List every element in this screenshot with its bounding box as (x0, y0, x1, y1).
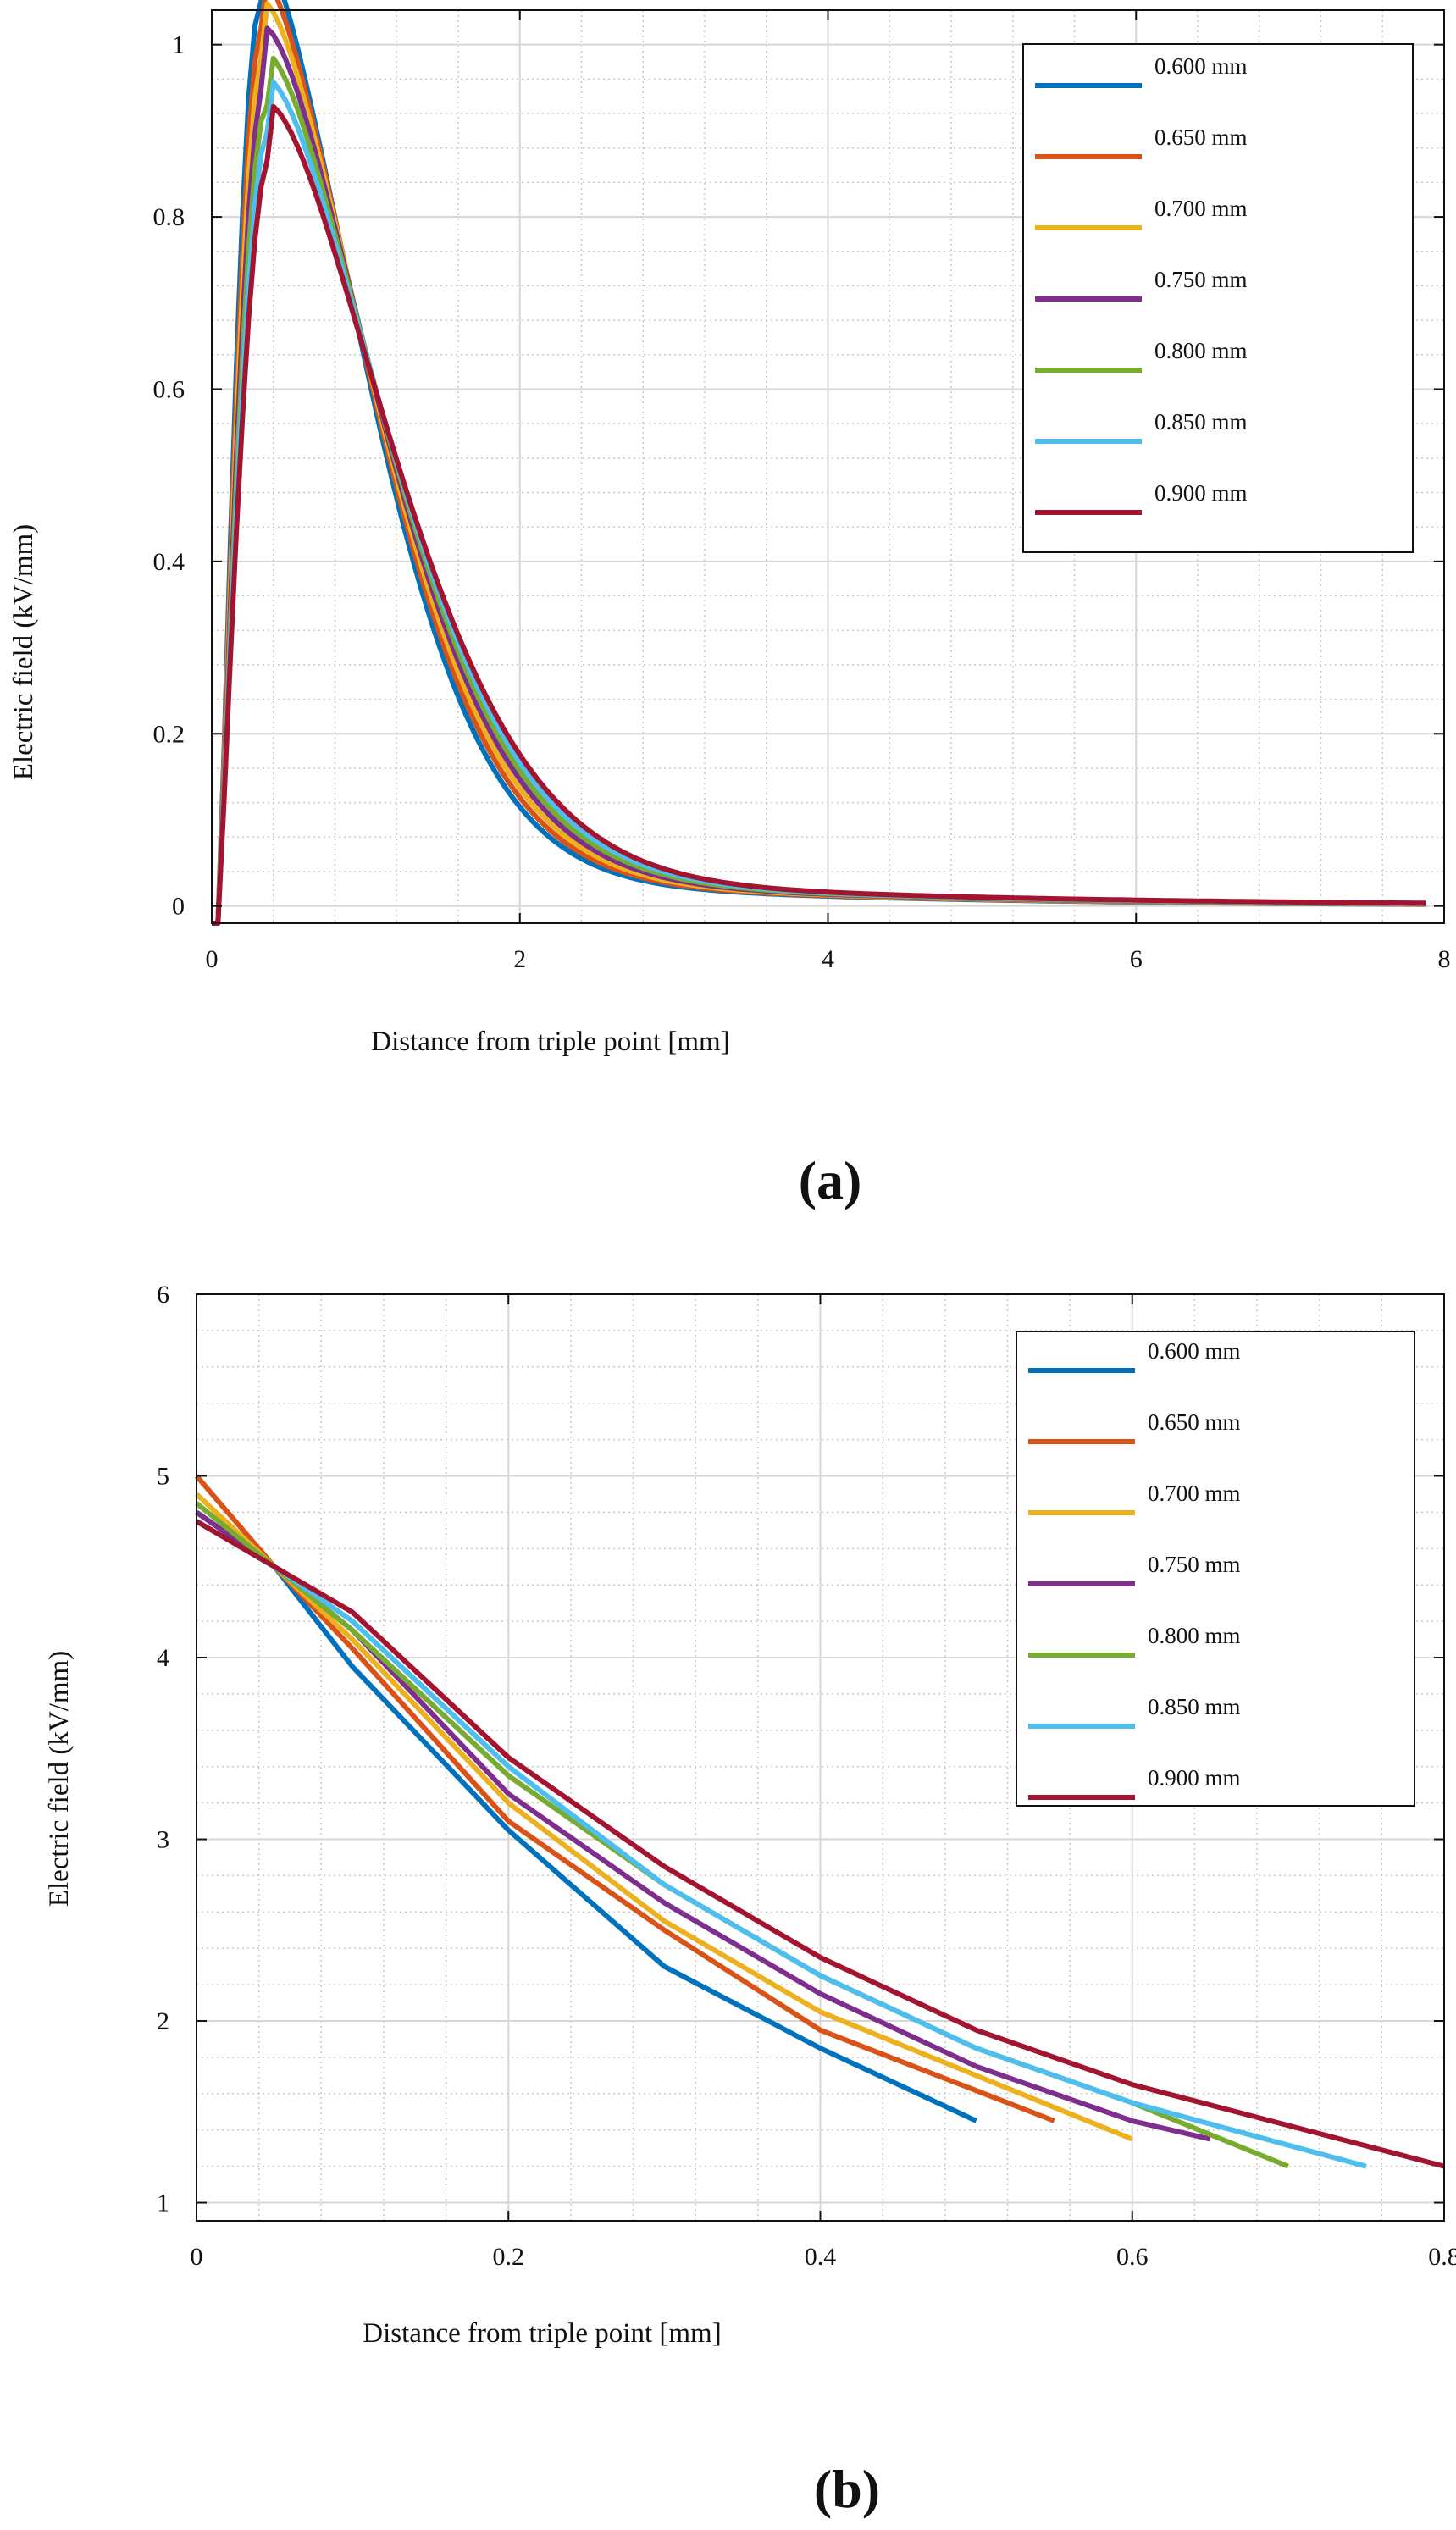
chart-a-svg: 0 2 4 6 8 0 0.2 0.4 0.6 0.8 1 Distance from triple… (8, 0, 1451, 1210)
legend-label: 0.600 mm (1148, 1338, 1241, 1364)
y-tick-label: 0.8 (153, 203, 185, 231)
legend-label: 0.750 mm (1148, 1552, 1241, 1577)
chart-b-legend: 0.600 mm 0.650 mm 0.700 mm 0.750 mm 0.800 mm… (1016, 1331, 1415, 1807)
legend-label: 0.850 mm (1154, 409, 1248, 435)
y-tick-label: 4 (157, 1644, 169, 1672)
x-tick-label: 2 (513, 945, 526, 973)
y-tick-label: 3 (157, 1826, 169, 1854)
y-tick-label: 1 (172, 31, 185, 59)
x-tick-label: 0.2 (493, 2243, 525, 2271)
series-line-0700 (194, 1492, 1133, 2142)
y-tick-label: 0.6 (153, 375, 185, 403)
x-tick-label: 0 (206, 945, 219, 973)
y-tick-label: 2 (157, 2007, 169, 2035)
x-tick-label: 0.6 (1116, 2243, 1149, 2271)
chart-b-ticks: 0 0.2 0.4 0.6 0.8 1 2 3 4 5 6 (157, 1281, 1456, 2271)
chart-a-legend: 0.600 mm 0.650 mm 0.700 mm 0.750 mm 0.800 mm… (1022, 43, 1414, 553)
legend-label: 0.700 mm (1154, 196, 1248, 221)
caption-b: (b) (814, 2459, 880, 2519)
x-tick-label: 0 (191, 2243, 203, 2271)
chart-b-series (194, 1474, 1445, 2169)
legend-label: 0.650 mm (1154, 125, 1248, 150)
legend-label: 0.900 mm (1148, 1765, 1241, 1791)
y-tick-label: 5 (157, 1463, 169, 1491)
legend-label: 0.750 mm (1154, 267, 1248, 292)
x-tick-label: 0.8 (1428, 2243, 1456, 2271)
chart-a-ticks: 0 2 4 6 8 0 0.2 0.4 0.6 0.8 1 (153, 10, 1451, 973)
chart-b-svg: 0 0.2 0.4 0.6 0.8 1 2 3 4 5 6 Distance from triple… (44, 1281, 1456, 2519)
series-line-0850 (195, 1519, 1367, 2169)
legend-label: 0.800 mm (1154, 338, 1248, 363)
legend-label: 0.900 mm (1154, 480, 1248, 506)
legend-label: 0.700 mm (1148, 1481, 1241, 1506)
y-tick-label: 0 (172, 893, 185, 921)
chart-b-xlabel: Distance from triple point [mm] (363, 2318, 721, 2349)
y-tick-label: 6 (157, 1281, 169, 1309)
legend-label: 0.600 mm (1154, 53, 1248, 79)
chart-a-ylabel: Electric field (kV/mm) (8, 524, 39, 780)
chart-a-series (212, 0, 1426, 926)
chart-b-ylabel: Electric field (kV/mm) (44, 1651, 75, 1907)
x-tick-label: 8 (1438, 945, 1451, 973)
legend-label: 0.850 mm (1148, 1694, 1241, 1719)
x-tick-label: 6 (1130, 945, 1143, 973)
series-line-0900 (195, 1519, 1445, 2169)
y-tick-label: 1 (157, 2190, 169, 2217)
chart-panel-b: 0 0.2 0.4 0.6 0.8 1 2 3 4 5 6 Distance from triple… (0, 1237, 1456, 2530)
x-tick-label: 0.4 (805, 2243, 837, 2271)
x-tick-label: 4 (822, 945, 834, 973)
series-line-0900 (212, 103, 1426, 926)
chart-a-xlabel: Distance from triple point [mm] (371, 1027, 729, 1057)
y-tick-label: 0.4 (153, 548, 185, 576)
legend-label: 0.800 mm (1148, 1623, 1241, 1648)
legend-label: 0.650 mm (1148, 1409, 1241, 1435)
y-tick-label: 0.2 (153, 720, 185, 748)
chart-panel-a: 0 2 4 6 8 0 0.2 0.4 0.6 0.8 1 Distance from triple… (0, 0, 1456, 1237)
caption-a: (a) (799, 1150, 862, 1210)
